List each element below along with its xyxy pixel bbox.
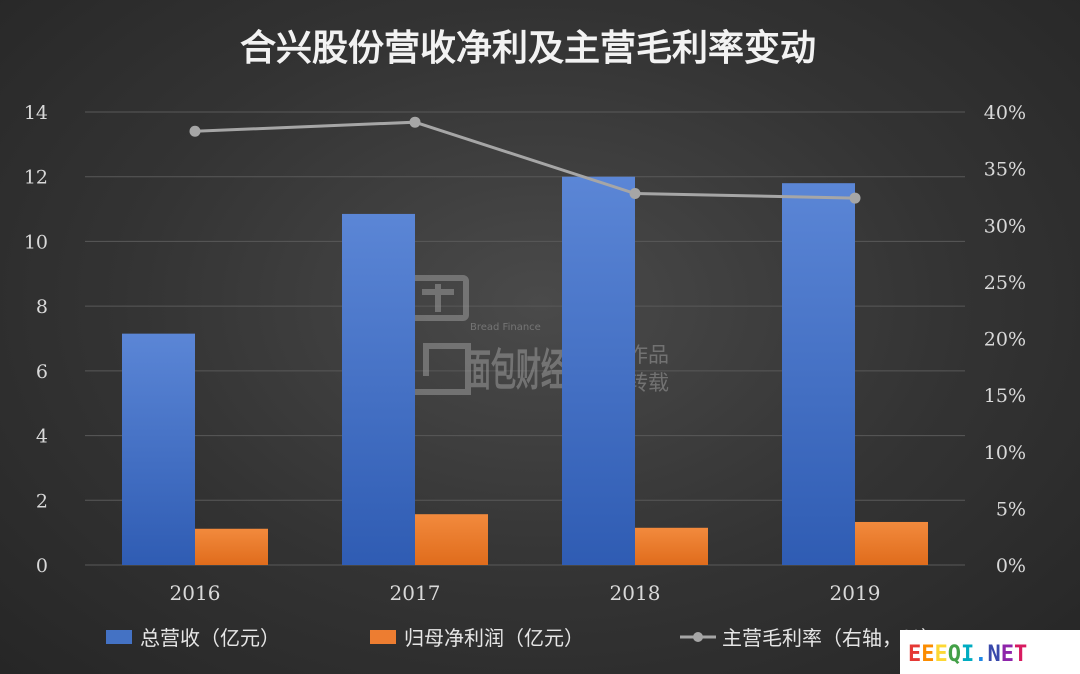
bar-profit-2019: [855, 521, 928, 565]
badge-text: EEEQI.NET: [908, 642, 1027, 667]
y-right-tick-label: 10%: [984, 442, 1026, 464]
x-tick-label: 2016: [170, 581, 221, 605]
legend-item-profit: 归母净利润（亿元）: [370, 626, 584, 650]
watermark-small-text: Bread Finance: [470, 322, 541, 333]
legend-swatch-revenue: [106, 630, 132, 644]
chart-title: 合兴股份营收净利及主营毛利率变动: [240, 27, 816, 69]
badge-background: [900, 630, 1080, 674]
legend-label-revenue: 总营收（亿元）: [140, 626, 280, 650]
y-right-tick-label: 30%: [984, 215, 1026, 237]
bar-profit-2016: [195, 528, 268, 565]
y-right-tick-label: 20%: [984, 329, 1026, 351]
bar-revenue-2019: [782, 183, 855, 565]
margin-line: [194, 120, 856, 200]
y-right-tick-label: 0%: [996, 555, 1026, 577]
y-left-tick-label: 10: [24, 231, 48, 253]
watermark-brand: 面包财经: [466, 345, 566, 396]
margin-point-2017: [409, 116, 421, 128]
bar-profit-2017: [415, 514, 488, 565]
legend: 总营收（亿元） 归母净利润（亿元） 主营毛利率（右轴，%）: [106, 626, 941, 650]
x-axis: 2016 2017 2018 2019: [170, 581, 881, 605]
y-axis-right: 0% 5% 10% 15% 20% 25% 30% 35% 40%: [984, 102, 1026, 577]
y-right-tick-label: 5%: [996, 498, 1026, 520]
x-tick-label: 2018: [610, 581, 661, 605]
y-axis-left: 0 2 4 6 8 10 12 14: [24, 102, 48, 577]
bars-layer: [122, 176, 928, 566]
bar-revenue-2018: [562, 176, 635, 565]
margin-point-2016: [189, 125, 201, 137]
legend-swatch-profit: [370, 630, 396, 644]
bar-revenue-2017: [342, 213, 415, 566]
y-left-tick-label: 14: [24, 102, 48, 124]
legend-item-revenue: 总营收（亿元）: [106, 626, 280, 650]
y-right-tick-label: 25%: [984, 272, 1026, 294]
margin-point-2018: [629, 188, 641, 200]
site-badge: EEEQI.NET: [900, 630, 1080, 674]
y-left-tick-label: 2: [36, 490, 48, 512]
y-right-tick-label: 35%: [984, 159, 1026, 181]
bar-revenue-2016: [122, 333, 195, 565]
y-left-tick-label: 8: [36, 296, 48, 318]
margin-point-2019: [849, 192, 861, 204]
gridlines: [85, 111, 965, 566]
y-left-tick-label: 12: [24, 167, 48, 189]
watermark-logo-icon: [407, 275, 471, 395]
line-layer: [189, 116, 861, 204]
legend-label-profit: 归母净利润（亿元）: [404, 626, 584, 650]
y-left-tick-label: 6: [36, 361, 48, 383]
y-right-tick-label: 40%: [984, 102, 1026, 124]
y-left-tick-label: 4: [36, 426, 48, 448]
x-tick-label: 2019: [830, 581, 881, 605]
y-left-tick-label: 0: [36, 555, 48, 577]
legend-marker-margin: [693, 632, 703, 642]
bar-profit-2018: [635, 527, 708, 565]
x-tick-label: 2017: [390, 581, 441, 605]
y-right-tick-label: 15%: [984, 385, 1026, 407]
